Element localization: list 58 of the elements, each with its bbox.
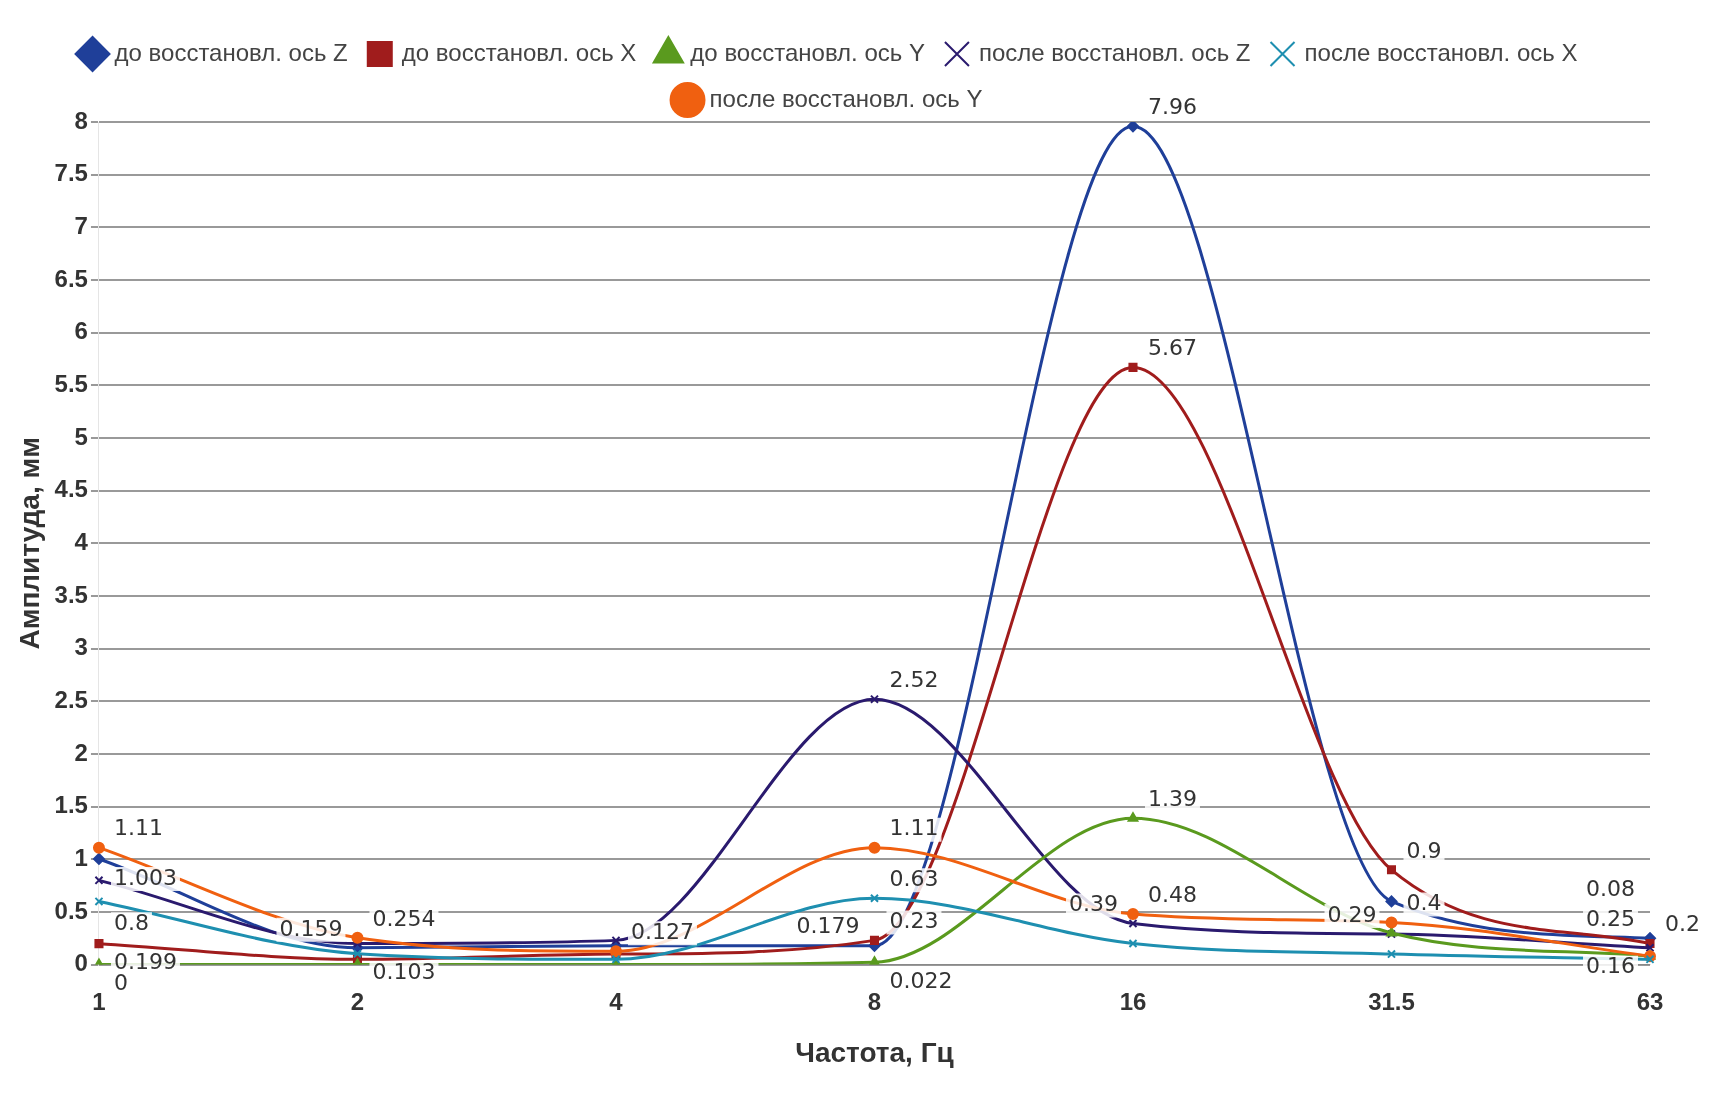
- data-label: 0.2: [1665, 911, 1700, 937]
- y-tick-label: 4.5: [54, 475, 88, 503]
- data-label: 0.254: [372, 905, 436, 931]
- y-tick-label: 4: [74, 527, 89, 555]
- data-label: 2.52: [889, 666, 939, 692]
- data-label: 0.159: [279, 915, 343, 941]
- legend-label: после восстановл. ось Y: [709, 84, 983, 112]
- data-label: 1.003: [113, 864, 177, 890]
- x-tick-label: 16: [1119, 987, 1147, 1015]
- y-tick-label: 5.5: [54, 369, 88, 397]
- data-label: 0.48: [1147, 881, 1197, 907]
- data-label: 0.16: [1586, 953, 1635, 979]
- data-label: 1.11: [889, 815, 939, 841]
- y-tick-label: 7.5: [54, 159, 88, 187]
- data-label: 1.39: [1147, 785, 1197, 811]
- y-tick-label: 3.5: [54, 580, 88, 608]
- data-label: 5.67: [1147, 335, 1197, 361]
- data-label: 0.4: [1406, 890, 1442, 916]
- data-label: 0.127: [630, 918, 694, 944]
- x-tick-label: 31.5: [1368, 987, 1415, 1015]
- data-label: 0.23: [889, 908, 939, 934]
- x-tick-label: 4: [609, 987, 624, 1015]
- data-label: 0.8: [113, 910, 149, 936]
- y-tick-label: 8: [74, 106, 88, 134]
- data-label: 0.103: [372, 959, 436, 985]
- y-tick-label: 6.5: [54, 264, 88, 292]
- y-tick-label: 0.5: [54, 896, 88, 924]
- y-tick-label: 3: [74, 633, 88, 661]
- legend-label: до восстановл. ось Z: [114, 38, 348, 66]
- data-label: 0.199: [113, 949, 177, 975]
- data-label: 0.39: [1069, 891, 1118, 917]
- y-tick-label: 2.5: [54, 685, 88, 713]
- legend-label: после восстановл. ось X: [1304, 38, 1578, 66]
- x-tick-label: 1: [92, 987, 106, 1015]
- y-tick-label: 1.5: [54, 791, 88, 819]
- data-label: 7.96: [1147, 93, 1197, 119]
- legend-label: после восстановл. ось Z: [978, 38, 1251, 66]
- data-label: 0.63: [889, 865, 939, 891]
- data-label: 0.29: [1327, 901, 1377, 927]
- x-tick-label: 63: [1636, 987, 1664, 1015]
- y-tick-label: 1: [74, 843, 88, 871]
- data-label: 1.11: [113, 815, 163, 841]
- x-axis-title: Частота, Гц: [795, 1036, 954, 1068]
- legend-label: до восстановл. ось X: [401, 38, 637, 66]
- data-label: 0.179: [796, 913, 860, 939]
- y-axis-title: Амплитуда, мм: [13, 437, 45, 650]
- data-label: 0.08: [1586, 875, 1635, 901]
- x-tick-label: 2: [350, 987, 365, 1015]
- y-tick-label: 6: [74, 317, 88, 345]
- data-label: 0.022: [889, 968, 953, 993]
- legend-label: до восстановл. ось Y: [690, 38, 925, 66]
- data-label: 0.25: [1586, 905, 1635, 931]
- y-tick-label: 0: [74, 949, 88, 977]
- y-tick-label: 2: [74, 738, 88, 766]
- x-tick-label: 8: [867, 987, 882, 1015]
- y-tick-label: 5: [74, 422, 88, 450]
- y-tick-label: 7: [74, 211, 88, 239]
- data-label: 0.9: [1406, 837, 1442, 863]
